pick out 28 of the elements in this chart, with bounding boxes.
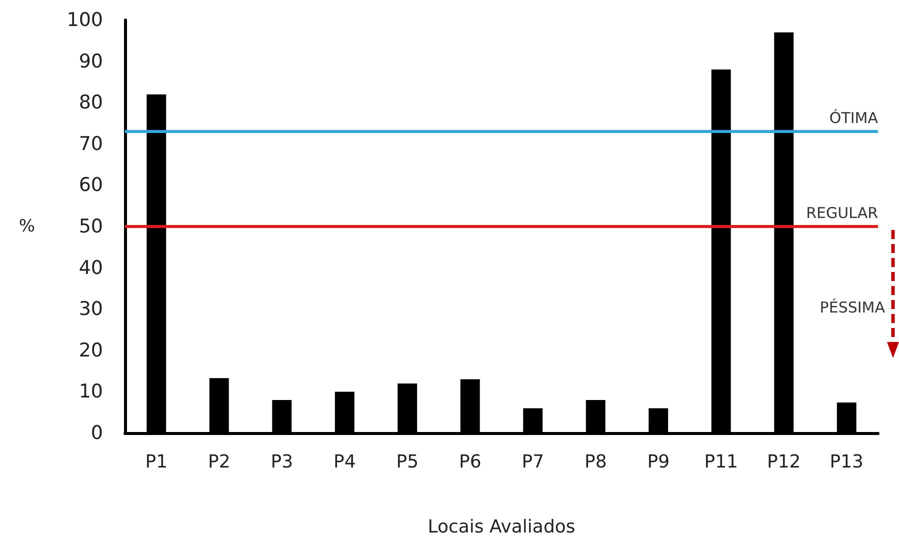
x-tick-label: P8 (584, 452, 607, 472)
x-tick-label: P6 (458, 452, 482, 472)
x-tick-label: P13 (830, 452, 864, 472)
ref-line-label: ÓTIMA (829, 109, 879, 128)
x-tick-label: P5 (396, 452, 419, 472)
y-tick-label: 30 (78, 298, 103, 320)
x-tick-label: P4 (333, 452, 356, 472)
y-tick-label: 80 (78, 92, 103, 114)
y-tick-label: 70 (78, 132, 103, 155)
x-tick-label: P2 (208, 452, 230, 472)
x-axis-title: Locais Avaliados (428, 516, 576, 538)
x-tick-label: P9 (647, 452, 670, 472)
x-tick-label: P12 (766, 452, 801, 472)
y-tick-label: 100 (66, 9, 103, 31)
y-tick-label: 0 (90, 422, 103, 444)
y-tick-label: 60 (78, 174, 103, 196)
y-tick-label: 20 (78, 339, 103, 362)
y-axis-title: % (18, 216, 35, 236)
y-tick-label: 40 (78, 256, 103, 279)
ref-line-label: REGULAR (806, 204, 878, 222)
x-tick-label: P3 (270, 452, 294, 472)
x-tick-label: P1 (145, 452, 168, 472)
x-tick-label: P7 (522, 452, 544, 472)
y-tick-label: 90 (78, 50, 103, 72)
x-tick-label: P11 (704, 452, 738, 472)
annotation: PÉSSIMA (820, 298, 886, 316)
y-tick-label: 10 (78, 380, 103, 403)
y-tick-label: 50 (78, 216, 103, 238)
